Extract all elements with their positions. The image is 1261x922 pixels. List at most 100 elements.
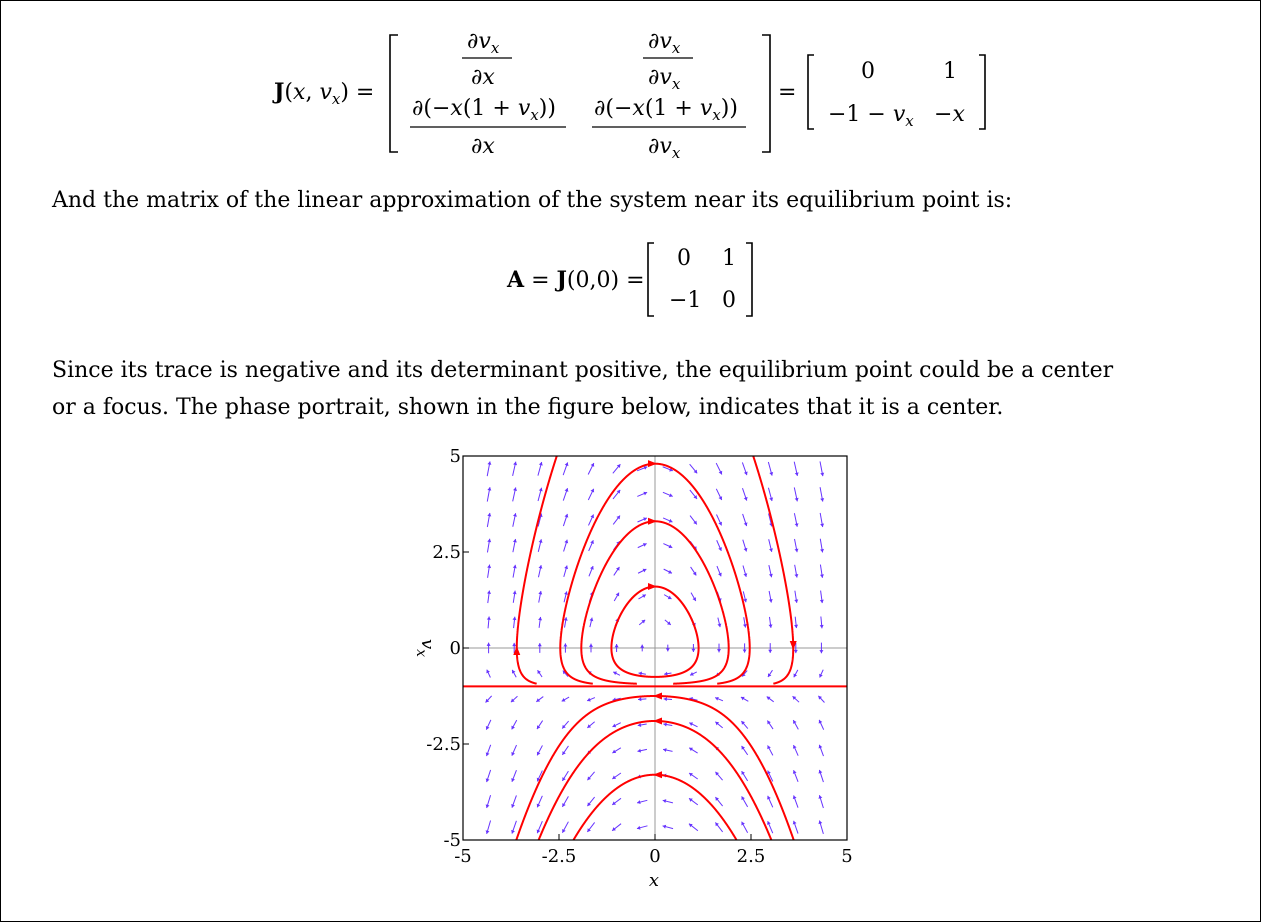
vector-arrowhead [612,775,617,780]
vector-arrowhead [563,617,568,621]
y-tick-label: 0 [450,638,461,659]
svg-text:0: 0 [677,246,691,271]
jacobian-entry-11: ∂vx ∂x [462,29,512,90]
vector-arrowhead [616,489,621,494]
vector-arrowhead [485,698,490,703]
vector-arrowhead [741,721,746,725]
svg-text:∂x: ∂x [471,134,495,159]
vector-arrowhead [768,649,773,653]
jacobian-entry-22: ∂(−x(1 + vx)) ∂vx [592,96,746,162]
vector-arrowhead [743,598,748,603]
vector-arrowhead [668,570,672,574]
vector-arrowhead [663,748,667,753]
vector-arrowhead [689,772,693,777]
vector-arrowhead [487,564,492,569]
vector-arrowhead [590,566,594,570]
vector-arrowhead [513,513,517,517]
lower-trajectory-1-arrow [653,692,662,700]
vector-arrowhead [562,803,566,807]
vector-arrowhead [564,565,569,570]
vector-arrowhead [819,673,823,678]
vector-arrowhead [741,796,745,801]
vector-arrowhead [793,673,798,678]
vector-arrowhead [792,795,797,800]
vector-arrowhead [485,830,490,834]
lower-trajectory-3-arrow [653,771,662,779]
vector-arrowhead [667,595,672,600]
vector-arrowhead [669,467,673,472]
vector-arrowhead [794,523,799,527]
vector-arrowhead [662,799,667,804]
vector-arrowhead [511,751,515,756]
vector-arrowhead [643,517,647,522]
vector-arrowhead [511,669,516,674]
vector-arrowhead [562,751,566,755]
vector-arrowhead [818,695,823,700]
vector-arrowhead [637,800,641,805]
x-tick-label: -2.5 [542,846,577,867]
vector-arrowhead [718,470,723,475]
vector-arrowhead [692,571,697,576]
vector-arrowhead [715,822,719,827]
vector-arrowhead [536,751,541,756]
vector-arrowhead [794,574,799,578]
vector-arrowhead [692,597,696,601]
vector-arrowhead [690,672,694,676]
vector-arrowhead [512,642,517,647]
vector-arrowhead [743,547,748,552]
vector-arrowhead [819,574,824,578]
vector-arrowhead [638,671,643,676]
jacobian-result-matrix: 0 1 −1 − vx −x [828,59,965,130]
vector-arrowhead [513,487,517,491]
vector-arrowhead [587,802,591,807]
vector-arrowhead [641,619,646,624]
vector-arrowhead [637,723,642,727]
vector-arrowhead [587,776,592,781]
svg-text:J(x, vx) =: J(x, vx) = [272,79,374,108]
vector-arrowhead [612,723,617,728]
vector-arrowhead [818,719,823,724]
svg-text:1: 1 [943,59,957,84]
svg-text:∂(−x(1 + vx)): ∂(−x(1 + vx)) [412,96,556,124]
vector-arrowhead [718,496,723,500]
vector-arrowhead [792,770,797,774]
vector-arrowhead [663,697,668,702]
vector-arrowhead [590,540,594,544]
vector-arrowhead [769,471,774,476]
vector-arrowhead [538,565,543,569]
vector-arrowhead [536,777,541,782]
vector-arrowhead [638,697,642,702]
vector-arrowhead [485,778,490,783]
trajectories [463,456,847,840]
vector-arrowhead [642,543,647,547]
vector-arrowhead [667,621,671,625]
vector-arrowhead [693,495,698,499]
vector-arrowhead [715,771,720,776]
vector-arrowhead [818,769,823,774]
vector-arrowhead [536,698,541,702]
vector-arrowhead [486,669,490,674]
vector-arrowhead [511,725,515,730]
vector-arrowhead [485,752,490,757]
vector-arrowhead [767,673,772,677]
vector-arrowhead [665,648,670,652]
vector-arrowhead [820,498,825,502]
vector-arrowhead [693,469,698,474]
svg-text:∂vx: ∂vx [648,65,681,93]
vector-arrowhead [562,777,566,781]
svg-text:0: 0 [722,288,736,313]
vector-arrowhead [562,828,566,833]
vector-arrowhead [616,464,621,468]
vector-arrowhead [743,496,748,501]
vector-arrowhead [614,644,619,648]
vector-arrowhead [715,721,720,726]
svg-text:∂vx: ∂vx [467,29,500,57]
vector-arrowhead [820,472,825,477]
vector-arrowhead [717,623,722,628]
vector-arrowhead [818,795,823,799]
svg-text:1: 1 [722,246,736,271]
vector-arrowhead [536,829,541,834]
svg-text:=: = [778,80,796,105]
vector-arrowhead [792,820,797,825]
vector-arrowhead [766,696,771,701]
